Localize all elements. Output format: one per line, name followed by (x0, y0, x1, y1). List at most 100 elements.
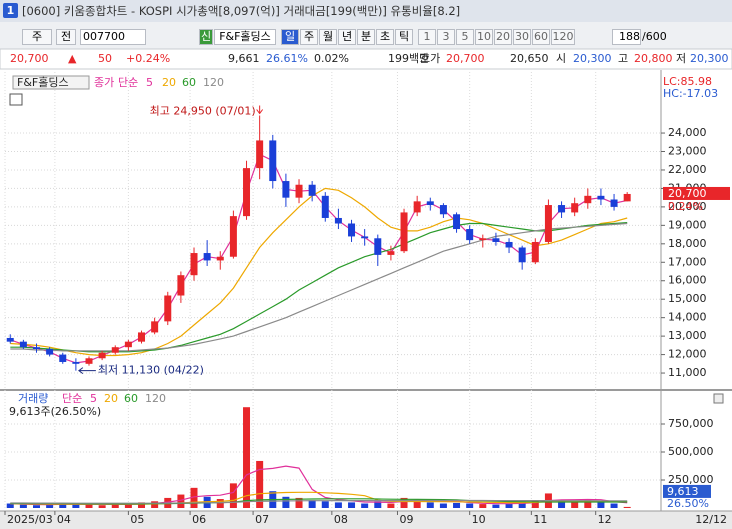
volume-bar (295, 497, 303, 508)
legend-label: 단순 (118, 76, 138, 89)
quote-item: 시 (556, 52, 567, 65)
volume-bar (361, 503, 369, 508)
volume-bar (558, 501, 566, 508)
x-tick-label: 04 (57, 513, 71, 526)
candle-body (453, 214, 461, 230)
legend-item: 5 (90, 392, 97, 405)
candle-body (558, 205, 566, 213)
mode-button[interactable]: 전 (56, 29, 76, 45)
volume-bar (111, 504, 119, 508)
y-tick-label: 18,000 (668, 237, 707, 250)
legend-item: 120 (145, 392, 166, 405)
period-button[interactable]: 주 (300, 29, 318, 45)
volume-bar (453, 502, 461, 508)
quote-item: 저 (676, 52, 687, 65)
volume-bar (334, 502, 342, 508)
volume-bar (72, 504, 80, 508)
date-label: 12/12 (695, 513, 727, 526)
candle-body (597, 195, 605, 200)
candle-body (492, 238, 500, 242)
y-tick-label: 12,000 (668, 348, 707, 361)
stock-name[interactable]: F&F홀딩스 (214, 29, 276, 45)
quote-item: 20,700 (446, 52, 485, 65)
interval-button[interactable]: 120 (551, 29, 575, 45)
quote-item: 0.02% (314, 52, 349, 65)
x-tick-label: 10 (472, 513, 486, 526)
candle-body (216, 256, 224, 261)
change-label: 0.24% (668, 200, 703, 213)
period-button[interactable]: 일 (281, 29, 299, 45)
volume-bar (426, 502, 434, 508)
x-tick-label: 12 (598, 513, 612, 526)
period-button[interactable]: 년 (338, 29, 356, 45)
tag[interactable]: 신 (199, 29, 213, 45)
period-button[interactable]: 분 (357, 29, 375, 45)
candle-body (19, 341, 27, 348)
volume-bar (6, 503, 14, 508)
period-button[interactable]: 월 (319, 29, 337, 45)
candle-body (348, 223, 356, 237)
candle-body (321, 195, 329, 218)
candle-body (33, 347, 41, 350)
x-tick-label: 07 (255, 513, 269, 526)
count-input[interactable]: 188 (612, 29, 641, 45)
legend-box (12, 75, 90, 90)
volume-bar (531, 500, 539, 508)
icon (9, 93, 23, 106)
interval-button[interactable]: 1 (418, 29, 436, 45)
candle-body (466, 229, 474, 241)
period-button[interactable]: 초 (376, 29, 394, 45)
volume-bar (216, 499, 224, 508)
interval-button[interactable]: 10 (475, 29, 493, 45)
candle-body (361, 236, 369, 239)
market-select[interactable]: 주 (22, 29, 52, 45)
interval-button[interactable]: 3 (437, 29, 455, 45)
x-axis-bg (0, 511, 732, 529)
interval-button[interactable]: 60 (532, 29, 550, 45)
volume-average (10, 498, 628, 505)
legend-item: 60 (124, 392, 138, 405)
candle-body (243, 168, 251, 217)
y-tick-label: 750,000 (668, 417, 714, 430)
volume-bar (98, 505, 106, 508)
volume-bar (59, 502, 67, 508)
volume-bar (229, 483, 237, 508)
y-tick-label: 19,000 (668, 218, 707, 231)
interval-button[interactable]: 20 (494, 29, 512, 45)
candle-body (544, 205, 552, 242)
legend-title: F&F홀딩스 (17, 76, 69, 89)
price-tag (663, 186, 730, 200)
x-tick-label: 08 (334, 513, 348, 526)
pane-button[interactable] (713, 393, 724, 404)
volume-bar (597, 501, 605, 508)
candle-body (177, 275, 185, 296)
candle-body (505, 241, 513, 248)
quote-item: 199백만 (388, 52, 430, 65)
y-tick-label: 24,000 (668, 126, 707, 139)
code-input[interactable]: 007700 (80, 29, 146, 45)
interval-button[interactable]: 30 (513, 29, 531, 45)
y-tick-label: 250,000 (668, 473, 714, 486)
candle-body (610, 199, 618, 207)
x-tick-label: 05 (130, 513, 144, 526)
period-button[interactable]: 틱 (395, 29, 413, 45)
volume-ratio: 26.50% (667, 497, 709, 510)
candle-body (308, 184, 316, 196)
volume-bar (321, 501, 329, 508)
candle-body (479, 238, 487, 241)
interval-button[interactable]: 5 (456, 29, 474, 45)
y-tick-label: 17,000 (668, 255, 707, 268)
candle-body (164, 295, 172, 322)
volume-bar (413, 500, 421, 508)
y-tick-label: 13,000 (668, 329, 707, 342)
volume-bar (177, 494, 185, 508)
volume-bar (439, 503, 447, 508)
candle-body (138, 332, 146, 342)
annotation-arrow (256, 105, 264, 115)
window-title: [0600] 키움종합차트 - KOSPI 시가총액[8,097(억)] 거래대… (22, 4, 461, 18)
volume-bar (138, 502, 146, 508)
volume-bar (348, 502, 356, 508)
candle-body (190, 253, 198, 276)
candle-body (124, 341, 132, 348)
